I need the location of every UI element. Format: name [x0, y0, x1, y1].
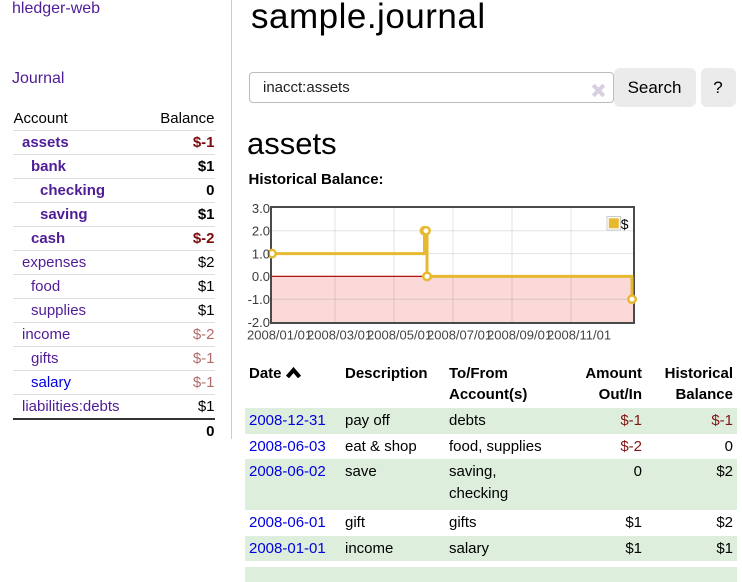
svg-text:2008/09/01: 2008/09/01	[487, 328, 552, 343]
svg-text:2008/11/01: 2008/11/01	[547, 328, 611, 343]
svg-text:1.0: 1.0	[252, 246, 270, 261]
svg-text:2008/05/01: 2008/05/01	[367, 328, 432, 343]
svg-text:-1.0: -1.0	[248, 292, 270, 307]
svg-text:-2.0: -2.0	[248, 315, 270, 330]
svg-text:3.0: 3.0	[252, 201, 270, 216]
svg-text:2008/01/01: 2008/01/01	[247, 328, 312, 343]
svg-text:$: $	[621, 216, 629, 232]
svg-text:2008/07/01: 2008/07/01	[427, 328, 492, 343]
svg-text:2.0: 2.0	[252, 224, 270, 239]
svg-text:2008/03/01: 2008/03/01	[307, 328, 372, 343]
svg-text:0.0: 0.0	[252, 269, 270, 284]
